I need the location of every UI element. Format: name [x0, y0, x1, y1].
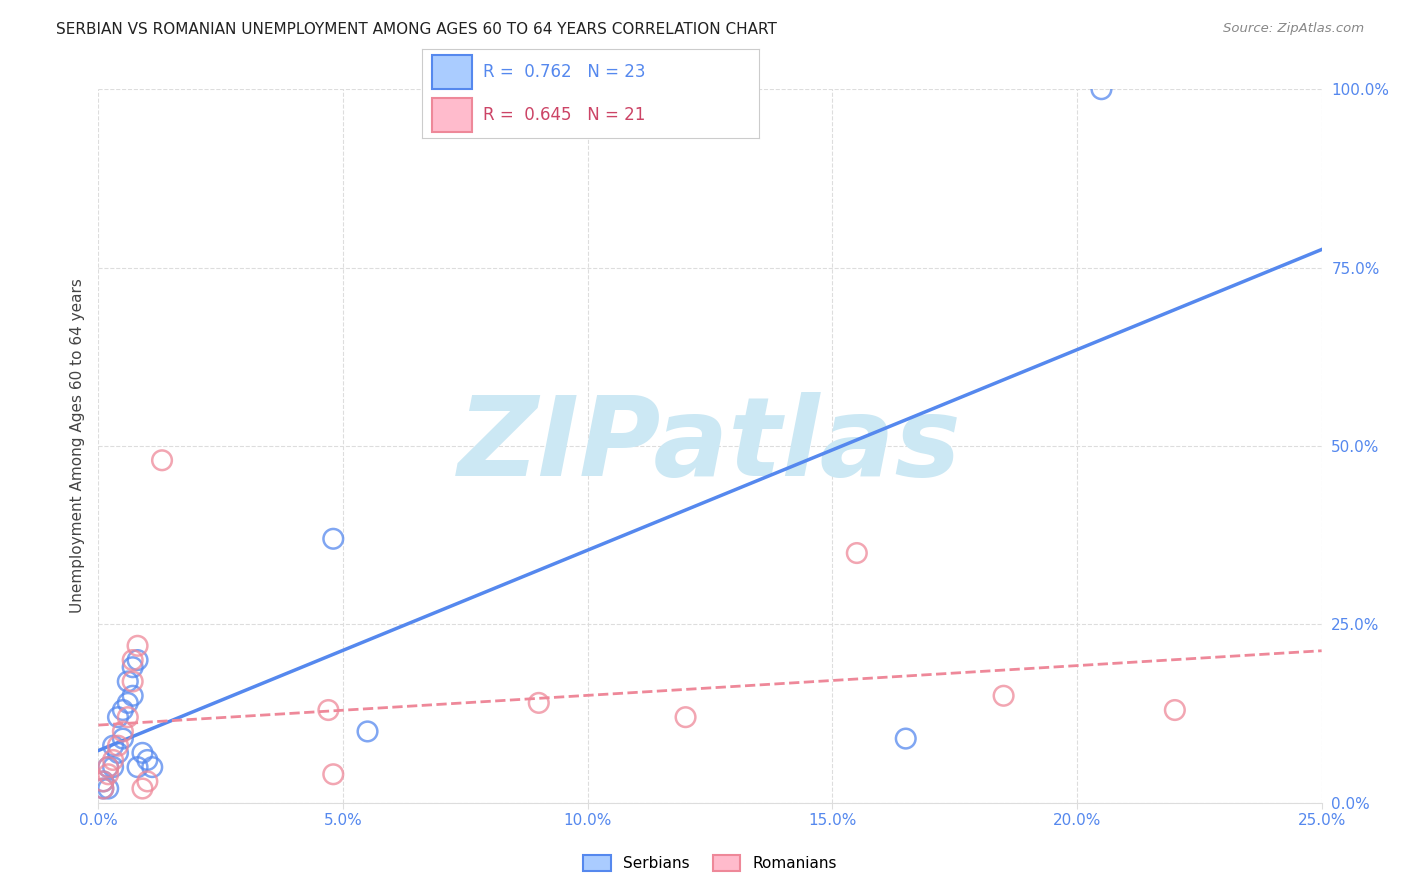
- Point: [101, 760, 124, 774]
- Point: [121, 689, 143, 703]
- Point: [141, 760, 163, 774]
- Point: [675, 710, 697, 724]
- Point: [111, 703, 134, 717]
- Point: [101, 753, 124, 767]
- Point: [121, 660, 143, 674]
- Point: [845, 546, 868, 560]
- Point: [97, 760, 120, 774]
- Bar: [432, 55, 472, 89]
- Text: ZIPatlas: ZIPatlas: [458, 392, 962, 500]
- Point: [107, 739, 129, 753]
- Y-axis label: Unemployment Among Ages 60 to 64 years: Unemployment Among Ages 60 to 64 years: [69, 278, 84, 614]
- Point: [111, 731, 134, 746]
- Point: [894, 731, 917, 746]
- Point: [136, 753, 159, 767]
- Point: [150, 453, 173, 467]
- Point: [107, 710, 129, 724]
- Point: [1090, 82, 1112, 96]
- Text: Source: ZipAtlas.com: Source: ZipAtlas.com: [1223, 22, 1364, 36]
- Point: [131, 781, 153, 796]
- Legend: Serbians, Romanians: Serbians, Romanians: [578, 849, 842, 877]
- Point: [91, 774, 114, 789]
- Point: [97, 767, 120, 781]
- Point: [117, 696, 139, 710]
- Text: SERBIAN VS ROMANIAN UNEMPLOYMENT AMONG AGES 60 TO 64 YEARS CORRELATION CHART: SERBIAN VS ROMANIAN UNEMPLOYMENT AMONG A…: [56, 22, 778, 37]
- Point: [121, 674, 143, 689]
- Bar: [432, 98, 472, 132]
- Point: [127, 653, 149, 667]
- Point: [131, 746, 153, 760]
- Point: [318, 703, 340, 717]
- Point: [322, 532, 344, 546]
- Point: [127, 760, 149, 774]
- Point: [97, 781, 120, 796]
- Point: [993, 689, 1015, 703]
- Point: [527, 696, 550, 710]
- Point: [117, 674, 139, 689]
- Point: [101, 739, 124, 753]
- Point: [136, 774, 159, 789]
- Point: [127, 639, 149, 653]
- Point: [121, 653, 143, 667]
- Point: [91, 781, 114, 796]
- Point: [97, 760, 120, 774]
- Point: [91, 774, 114, 789]
- Point: [111, 724, 134, 739]
- Point: [322, 767, 344, 781]
- Point: [91, 781, 114, 796]
- Text: R =  0.645   N = 21: R = 0.645 N = 21: [482, 106, 645, 124]
- Point: [117, 710, 139, 724]
- Point: [107, 746, 129, 760]
- Point: [1164, 703, 1187, 717]
- Point: [356, 724, 378, 739]
- Text: R =  0.762   N = 23: R = 0.762 N = 23: [482, 63, 645, 81]
